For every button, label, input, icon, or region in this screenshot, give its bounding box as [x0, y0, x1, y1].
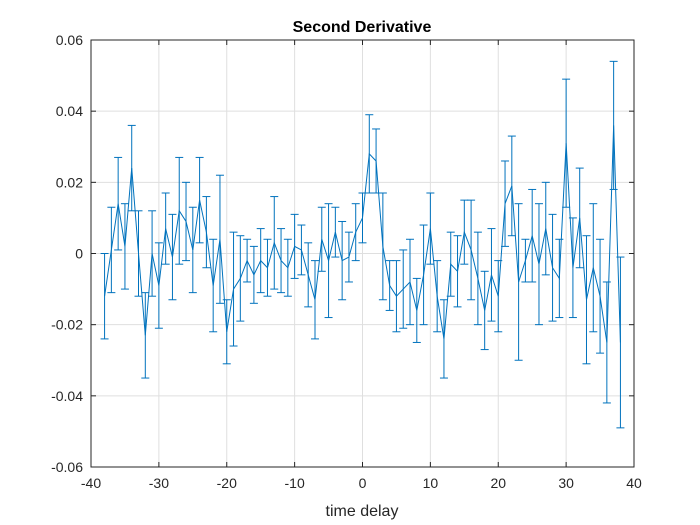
x-axis-label: time delay	[326, 503, 399, 520]
x-tick-label: -10	[285, 475, 305, 491]
x-tick-label: 10	[423, 475, 439, 491]
x-tick-label: 20	[490, 475, 506, 491]
x-tick-label: 30	[558, 475, 574, 491]
ticks	[90, 39, 635, 468]
x-tick-label: -20	[217, 475, 237, 491]
series-line	[104, 125, 621, 343]
x-tick-label: 0	[359, 475, 367, 491]
x-tick-labels: -40 -30 -20 -10 0 10 20 30 40	[81, 475, 642, 491]
y-tick-label: -0.02	[51, 317, 83, 333]
y-tick-label: 0.02	[56, 174, 83, 190]
y-tick-label: 0	[75, 246, 83, 262]
y-tick-label: 0.04	[56, 103, 83, 119]
y-tick-label: -0.04	[51, 388, 83, 404]
x-tick-label: -30	[149, 475, 169, 491]
y-tick-label: -0.06	[51, 459, 83, 475]
x-tick-label: -40	[81, 475, 101, 491]
x-tick-label: 40	[626, 475, 642, 491]
error-bar	[100, 253, 109, 340]
y-tick-labels: -0.06 -0.04 -0.02 0 0.02 0.04 0.06	[51, 32, 83, 475]
chart-title: Second Derivative	[293, 19, 432, 36]
y-tick-label: 0.06	[56, 32, 83, 48]
